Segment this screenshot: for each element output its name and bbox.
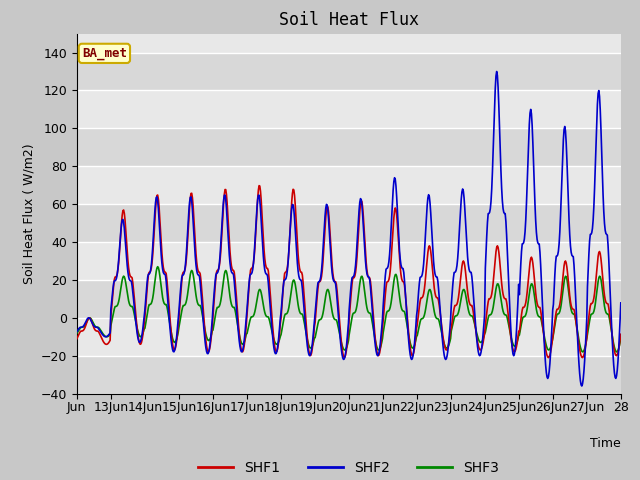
SHF3 bbox=[154, 264, 161, 270]
Text: BA_met: BA_met bbox=[82, 47, 127, 60]
Bar bbox=[77, 128, 621, 166]
SHF1 bbox=[137, 341, 145, 347]
SHF3 bbox=[285, 305, 292, 311]
SHF3 bbox=[617, 336, 625, 341]
SHF2 bbox=[617, 300, 625, 306]
Title: Soil Heat Flux: Soil Heat Flux bbox=[279, 11, 419, 29]
SHF1 bbox=[237, 343, 244, 349]
SHF3 bbox=[237, 340, 245, 346]
SHF3 bbox=[73, 331, 81, 336]
SHF1 bbox=[255, 183, 263, 189]
SHF3 bbox=[436, 322, 444, 327]
SHF3 bbox=[264, 314, 272, 320]
SHF2 bbox=[435, 294, 443, 300]
SHF1 bbox=[406, 338, 413, 344]
SHF2 bbox=[405, 338, 413, 344]
SHF2 bbox=[137, 338, 145, 344]
Bar bbox=[77, 52, 621, 90]
Bar bbox=[77, 90, 621, 128]
Legend: SHF1, SHF2, SHF3: SHF1, SHF2, SHF3 bbox=[193, 455, 505, 480]
SHF2 bbox=[73, 329, 81, 335]
SHF1 bbox=[436, 308, 444, 314]
SHF1 bbox=[285, 249, 292, 254]
Y-axis label: Soil Heat Flux ( W/m2): Soil Heat Flux ( W/m2) bbox=[22, 144, 35, 284]
X-axis label: Time: Time bbox=[590, 437, 621, 450]
SHF1 bbox=[545, 355, 552, 360]
Bar bbox=[77, 318, 621, 356]
SHF2 bbox=[493, 69, 500, 74]
Bar bbox=[77, 166, 621, 204]
SHF2 bbox=[284, 259, 292, 264]
Bar bbox=[77, 204, 621, 242]
SHF3 bbox=[406, 336, 413, 342]
Bar bbox=[77, 356, 621, 394]
SHF1 bbox=[264, 268, 272, 274]
Bar bbox=[77, 280, 621, 318]
SHF1 bbox=[617, 331, 625, 337]
SHF2 bbox=[237, 347, 244, 353]
SHF3 bbox=[612, 349, 620, 355]
SHF3 bbox=[137, 334, 145, 340]
SHF2 bbox=[578, 383, 586, 389]
Bar bbox=[77, 242, 621, 280]
Line: SHF2: SHF2 bbox=[77, 72, 621, 386]
SHF2 bbox=[264, 273, 271, 279]
Line: SHF1: SHF1 bbox=[77, 186, 621, 358]
SHF1 bbox=[73, 336, 81, 342]
Line: SHF3: SHF3 bbox=[77, 267, 621, 352]
